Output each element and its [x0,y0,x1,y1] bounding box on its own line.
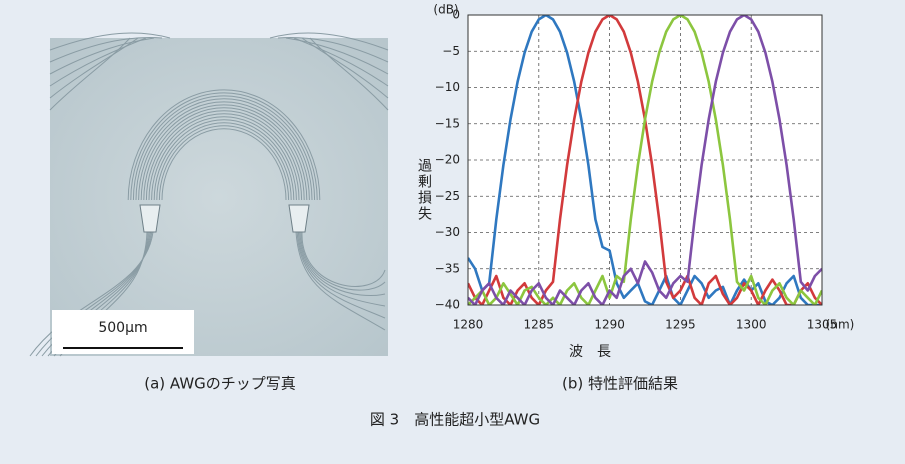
figure-caption: 図 3 高性能超小型AWG [370,411,540,429]
y-axis-label: 過剰損失 [416,158,432,222]
y-tick-label: −40 [435,298,460,312]
scale-label: 500μm [98,320,147,336]
x-tick-label: 1295 [665,318,696,332]
y-tick-label: −5 [442,44,460,58]
x-tick-label: 1305 [807,318,838,332]
chip-photo: 500μm [30,33,388,356]
y-tick-label: −20 [435,153,460,167]
x-tick-label: 1300 [736,318,767,332]
page: 500μm (a) AWGのチップ写真 (b) 特性評価結果 図 3 高性能超小… [0,0,905,464]
chart-caption: (b) 特性評価結果 [562,375,678,393]
taper-left [140,205,160,232]
y-tick-label: −25 [435,189,460,203]
photo-caption: (a) AWGのチップ写真 [144,375,296,393]
y-tick-label: −15 [435,116,460,130]
x-tick-label: 1285 [524,318,555,332]
x-tick-label: 1280 [453,318,484,332]
x-tick-label: 1290 [594,318,625,332]
photo-background [50,38,388,356]
figure: 500μm (a) AWGのチップ写真 (b) 特性評価結果 図 3 高性能超小… [0,0,905,464]
y-tick-label: −10 [435,80,460,94]
taper-right [289,205,309,232]
y-tick-label: 0 [452,8,460,22]
y-tick-label: −30 [435,225,460,239]
y-tick-label: −35 [435,261,460,275]
x-axis-label: 波 長 [569,344,611,360]
